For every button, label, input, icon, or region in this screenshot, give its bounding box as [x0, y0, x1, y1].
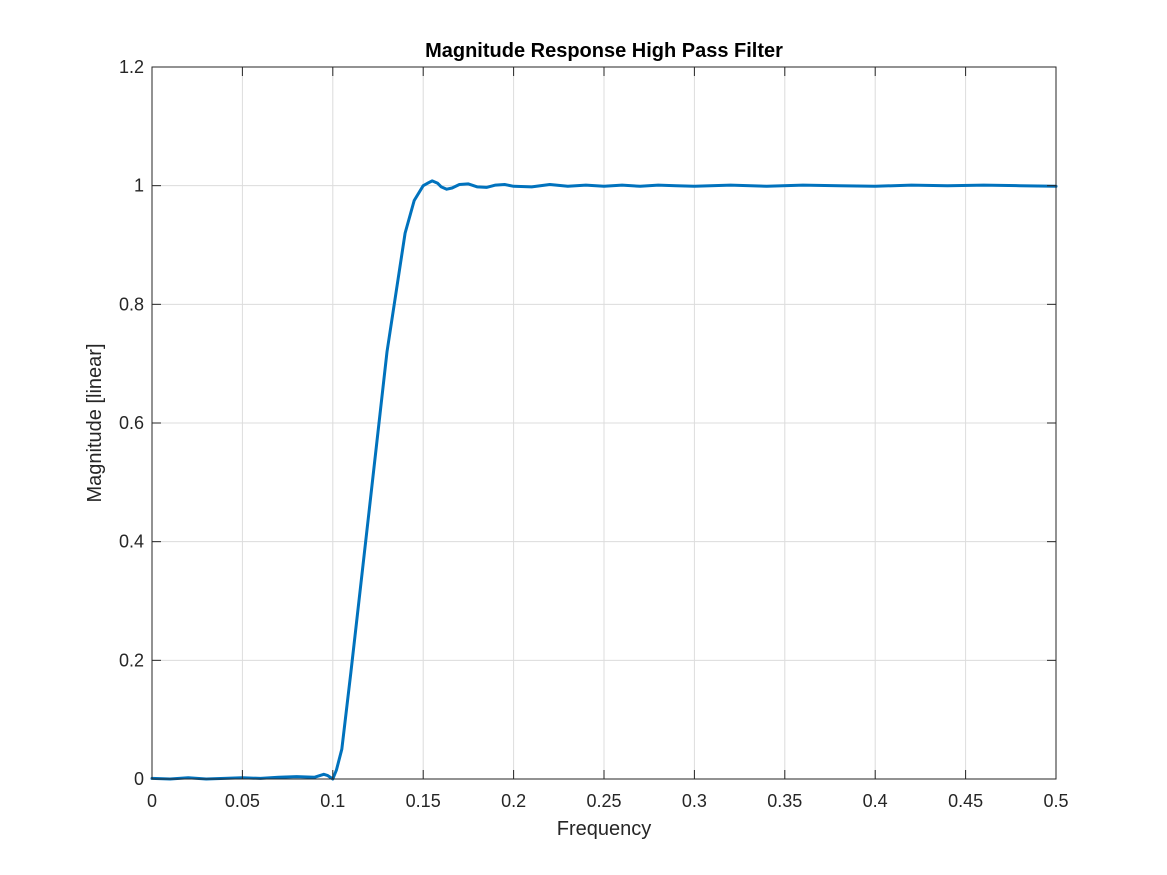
x-tick-label: 0.35 [767, 791, 802, 811]
x-tick-labels: 0 0.05 0.1 0.15 0.2 0.25 0.3 0.35 0.4 0.45 0.5 [147, 791, 1069, 811]
y-tick-label: 1.2 [119, 57, 144, 77]
y-tick-label: 0.4 [119, 532, 144, 552]
x-tick-label: 0.15 [406, 791, 441, 811]
tick-marks [151, 66, 1057, 780]
y-tick-label: 0.6 [119, 413, 144, 433]
y-tick-label: 0.8 [119, 294, 144, 314]
y-tick-labels: 0 0.2 0.4 0.6 0.8 1 1.2 [119, 57, 144, 789]
x-tick-label: 0.45 [948, 791, 983, 811]
x-tick-label: 0.25 [586, 791, 621, 811]
x-axis-label: Frequency [557, 818, 652, 840]
y-tick-label: 1 [134, 176, 144, 196]
x-tick-label: 0.4 [863, 791, 888, 811]
x-tick-label: 0.05 [225, 791, 260, 811]
y-tick-label: 0 [134, 769, 144, 789]
x-tick-label: 0.3 [682, 791, 707, 811]
x-tick-label: 0 [147, 791, 157, 811]
x-tick-label: 0.5 [1043, 791, 1068, 811]
series-layer [150, 179, 1058, 781]
y-axis-label: Magnitude [linear] [84, 344, 106, 503]
chart-title: Magnitude Response High Pass Filter [425, 40, 783, 62]
x-tick-label: 0.2 [501, 791, 526, 811]
y-tick-label: 0.2 [119, 650, 144, 670]
series-line [150, 179, 1058, 781]
x-tick-label: 0.1 [320, 791, 345, 811]
